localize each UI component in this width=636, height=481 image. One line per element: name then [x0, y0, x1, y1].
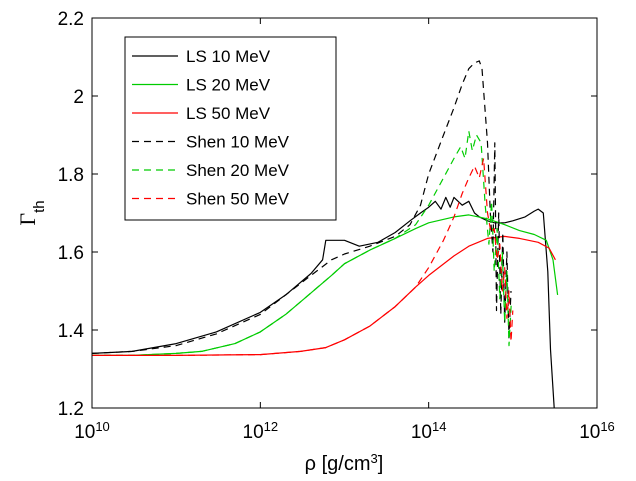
x-tick-label-3: 1016 [579, 419, 615, 444]
legend-label-3: Shen 10 MeV [186, 133, 290, 152]
x-axis-label-tail: ] [378, 453, 384, 475]
y-tick-label-2: 1.6 [58, 243, 84, 264]
y-tick-label-4: 2 [73, 87, 84, 108]
series-line-4 [92, 130, 512, 356]
axis-ticks [91, 17, 598, 409]
series-line-0 [91, 196, 555, 409]
plot-area-frame [91, 17, 598, 409]
legend-label-5: Shen 50 MeV [186, 190, 290, 209]
plot-lines [91, 60, 559, 409]
x-axis-label-base: ρ [g/cm [305, 453, 371, 475]
legend-label-1: LS 20 MeV [186, 76, 271, 95]
series-line-2 [92, 235, 556, 356]
legend: LS 10 MeV LS 20 MeV LS 50 MeV Shen 10 MeV Sh… [124, 36, 337, 221]
x-tick-label-0: 1010 [74, 419, 110, 444]
legend-label-4: Shen 20 MeV [186, 161, 290, 180]
series-line-3 [91, 60, 512, 354]
y-axis-label-subscript: th [31, 200, 48, 213]
x-tick-label-1: 1012 [243, 419, 279, 444]
x-tick-label-2: 1014 [411, 419, 447, 444]
y-tick-label-0: 1.2 [58, 399, 84, 420]
y-axis-label: Γth [15, 200, 48, 225]
axis-tick-labels: 1010 1012 1014 1016 1.2 1.4 1.6 1.8 2 2.2 [58, 9, 615, 443]
y-tick-label-5: 2.2 [58, 9, 84, 30]
y-axis-label-main: Γ [15, 213, 40, 226]
x-axis-label-superscript: 3 [371, 451, 378, 466]
legend-label-2: LS 50 MeV [186, 104, 271, 123]
series-line-5 [92, 157, 514, 356]
legend-label-0: LS 10 MeV [186, 47, 271, 66]
y-tick-label-3: 1.8 [58, 165, 84, 186]
y-tick-label-1: 1.4 [58, 321, 85, 342]
x-axis-label: ρ [g/cm3] [305, 451, 384, 476]
legend-box [124, 36, 337, 221]
